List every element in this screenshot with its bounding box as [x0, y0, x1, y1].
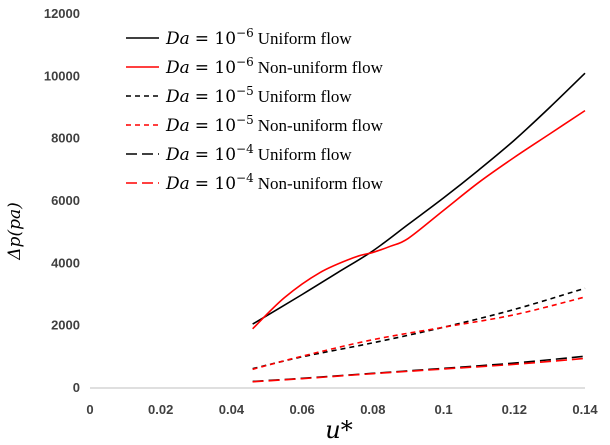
x-tick-label: 0.1	[435, 402, 453, 417]
y-tick-label: 10000	[44, 68, 80, 83]
y-tick-label: 4000	[51, 255, 80, 270]
y-tick-label: 0	[73, 380, 80, 395]
y-axis-ticks: 0 2000 4000 6000 8000 10000 12000	[44, 6, 80, 395]
series-line-4	[252, 296, 586, 371]
data-series	[252, 72, 586, 383]
x-axis-ticks: 0 0.02 0.04 0.06 0.08 0.1 0.12 0.14	[86, 402, 598, 417]
legend-entry-1: Da = 10−6 Uniform flow	[165, 26, 352, 49]
series-line-6	[252, 357, 586, 383]
legend-entry-2: Da = 10−6 Non-uniform flow	[165, 55, 384, 78]
x-tick-label: 0.04	[219, 402, 245, 417]
legend-entry-4: Da = 10−5 Non-uniform flow	[165, 113, 384, 136]
legend-entry-6: Da = 10−4 Non-uniform flow	[165, 171, 384, 194]
y-tick-label: 6000	[51, 193, 80, 208]
series-line-1	[252, 72, 586, 325]
y-tick-label: 12000	[44, 6, 80, 21]
x-tick-label: 0	[86, 402, 93, 417]
x-axis-title: u*	[325, 416, 352, 444]
y-tick-label: 2000	[51, 318, 80, 333]
x-tick-label: 0.14	[572, 402, 598, 417]
x-tick-label: 0.08	[360, 402, 385, 417]
x-tick-label: 0.06	[289, 402, 314, 417]
y-axis-title: Δp(pa)	[5, 202, 25, 260]
x-tick-label: 0.12	[502, 402, 527, 417]
y-tick-label: 8000	[51, 131, 80, 146]
legend-entry-5: Da = 10−4 Uniform flow	[165, 142, 352, 165]
series-line-2	[252, 109, 586, 330]
legend-entry-3: Da = 10−5 Uniform flow	[165, 84, 352, 107]
x-tick-label: 0.02	[148, 402, 173, 417]
legend: Da = 10−6 Uniform flow Da = 10−6 Non-uniform …	[126, 26, 384, 194]
series-line-5	[252, 355, 586, 383]
series-line-3	[252, 287, 586, 370]
